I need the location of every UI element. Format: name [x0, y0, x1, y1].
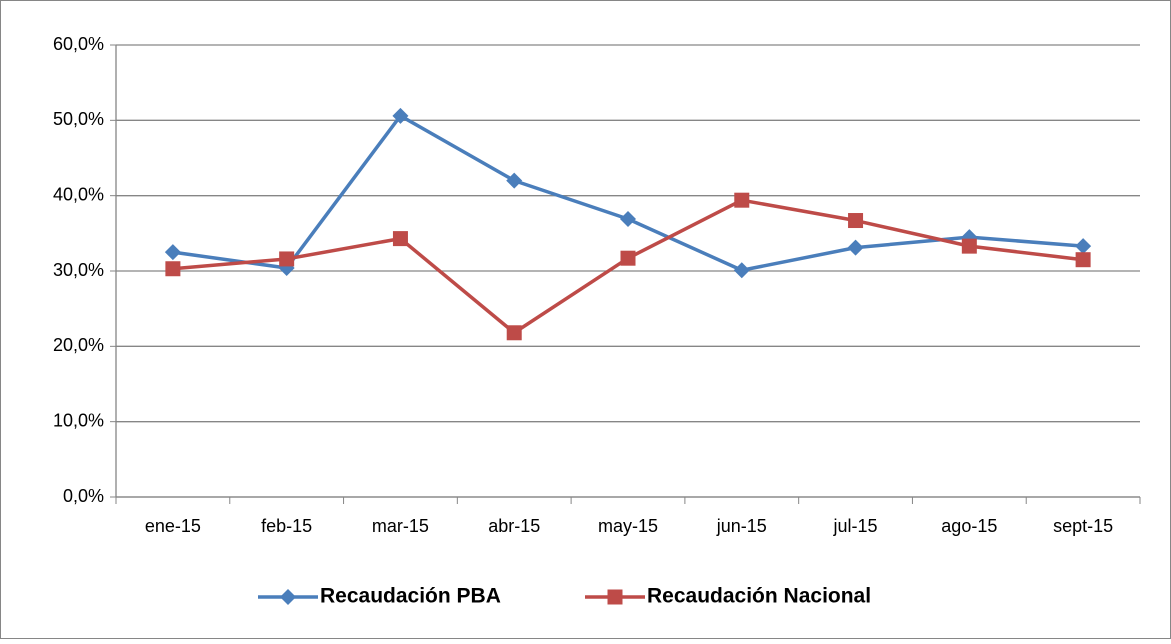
y-tick-label: 0,0% — [63, 486, 104, 506]
y-tick-label: 40,0% — [53, 184, 104, 204]
x-tick-label: mar-15 — [372, 516, 429, 536]
marker — [733, 262, 750, 279]
y-tick-label: 50,0% — [53, 109, 104, 129]
legend-label: Recaudación Nacional — [647, 585, 871, 608]
x-tick-label: ago-15 — [941, 516, 997, 536]
marker — [620, 250, 636, 266]
x-tick-label: feb-15 — [261, 516, 312, 536]
marker — [392, 107, 409, 124]
marker — [392, 231, 408, 247]
marker — [164, 244, 181, 261]
x-tick-label: sept-15 — [1053, 516, 1113, 536]
x-tick-label: abr-15 — [488, 516, 540, 536]
marker — [961, 238, 977, 254]
x-tick-label: jul-15 — [833, 516, 878, 536]
marker — [848, 213, 864, 229]
marker — [280, 589, 296, 605]
y-tick-label: 30,0% — [53, 260, 104, 280]
marker — [607, 589, 623, 605]
marker — [1075, 238, 1092, 255]
y-tick-label: 10,0% — [53, 410, 104, 430]
marker — [620, 211, 636, 228]
y-tick-label: 20,0% — [53, 335, 104, 355]
x-tick-label: ene-15 — [145, 516, 201, 536]
marker — [165, 261, 181, 277]
marker — [506, 172, 523, 189]
marker — [847, 239, 864, 256]
legend-label: Recaudación PBA — [320, 585, 501, 608]
marker — [506, 325, 522, 341]
marker — [1075, 252, 1091, 268]
x-tick-label: jun-15 — [716, 516, 767, 536]
x-tick-label: may-15 — [598, 516, 658, 536]
marker — [734, 192, 750, 208]
y-tick-label: 60,0% — [53, 34, 104, 54]
marker — [279, 251, 295, 267]
